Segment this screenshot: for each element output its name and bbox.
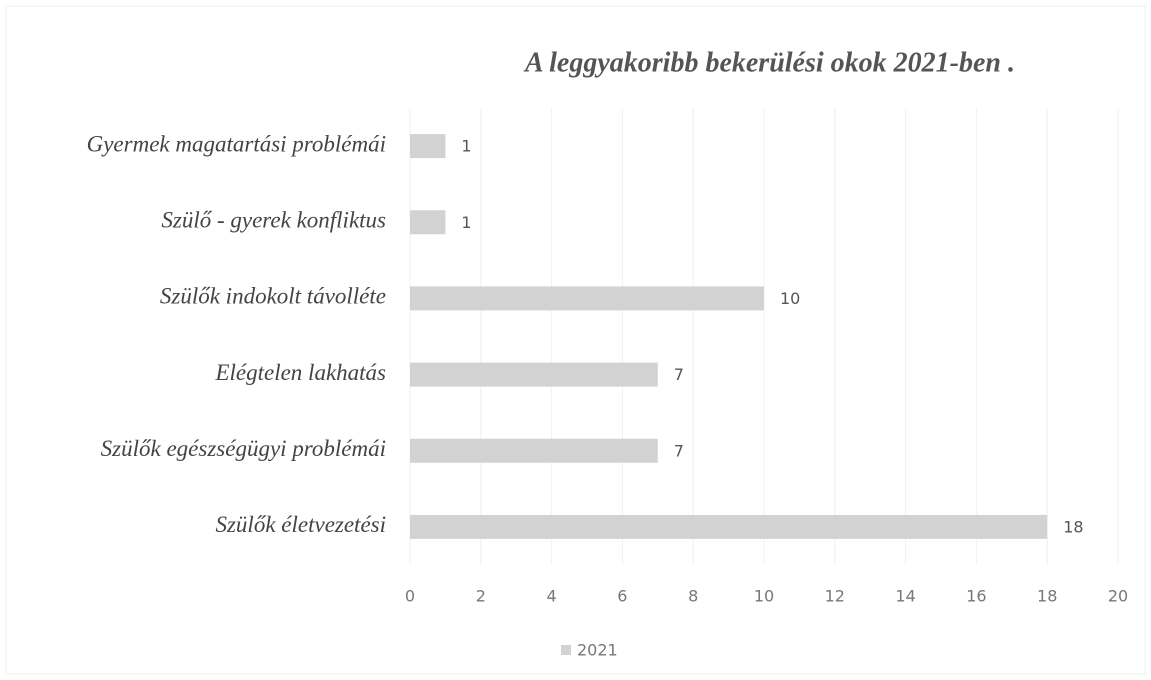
bar [410,286,764,311]
x-tick-label: 2 [476,587,486,606]
bar [410,134,446,159]
y-tick-label: Szülők egészségügyi problémái [101,436,386,461]
bar [410,514,1048,539]
value-label: 7 [674,441,684,460]
x-tick-label: 4 [547,587,557,606]
y-tick-label: Szülő - gyerek konfliktus [161,208,386,233]
x-tick-label: 12 [825,587,845,606]
y-tick-label: Gyermek magatartási problémái [87,131,386,156]
value-label: 1 [461,137,471,156]
x-tick-label: 0 [405,587,415,606]
chart-title: A leggyakoribb bekerülési okok 2021-ben … [523,47,1015,78]
bar [410,210,446,235]
y-tick-label: Szülők indokolt távolléte [160,284,386,309]
x-tick-label: 10 [754,587,774,606]
x-tick-label: 16 [966,587,986,606]
x-tick-label: 18 [1037,587,1057,606]
value-label: 10 [780,289,800,308]
value-label: 1 [461,213,471,232]
y-tick-label: Szülők életvezetési [215,512,386,537]
y-tick-label: Elégtelen lakhatás [214,360,386,385]
chart-border [5,5,1146,675]
legend-swatch [561,645,571,655]
x-tick-label: 6 [617,587,627,606]
x-tick-label: 8 [688,587,698,606]
value-label: 18 [1063,517,1083,536]
x-tick-label: 20 [1108,587,1128,606]
legend-label: 2021 [577,641,618,660]
value-label: 7 [674,365,684,384]
bar [410,362,658,387]
x-tick-label: 14 [895,587,915,606]
bar [410,438,658,463]
